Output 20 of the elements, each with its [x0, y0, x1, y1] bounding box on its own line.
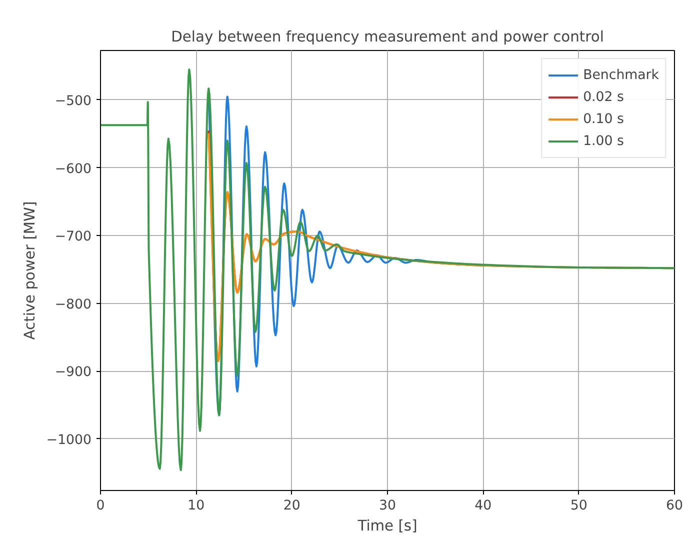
legend-label: 0.02 s	[583, 90, 624, 104]
chart-title: Delay between frequency measurement and power control	[171, 28, 604, 46]
x-tick-label: 30	[379, 498, 396, 514]
legend-label: 0.10 s	[583, 112, 624, 126]
legend-label: Benchmark	[583, 68, 659, 82]
y-axis-title: Active power [MW]	[21, 201, 38, 340]
x-tick-label: 60	[666, 498, 683, 514]
y-tick-label: −900	[54, 365, 92, 380]
x-tick-label: 20	[283, 498, 300, 514]
y-tick-label: −600	[54, 162, 92, 177]
x-tick-label: 0	[96, 498, 105, 514]
x-tick-label: 40	[474, 498, 492, 514]
y-tick-label: −500	[54, 94, 92, 109]
x-axis-title: Time [s]	[356, 518, 418, 534]
y-tick-label: −1000	[46, 432, 92, 448]
x-tick-label: 50	[570, 498, 588, 514]
y-tick-label: −800	[54, 297, 92, 312]
x-tick-label: 10	[188, 498, 205, 514]
legend-label: 1.00 s	[583, 134, 624, 148]
y-tick-label: −700	[54, 230, 92, 245]
